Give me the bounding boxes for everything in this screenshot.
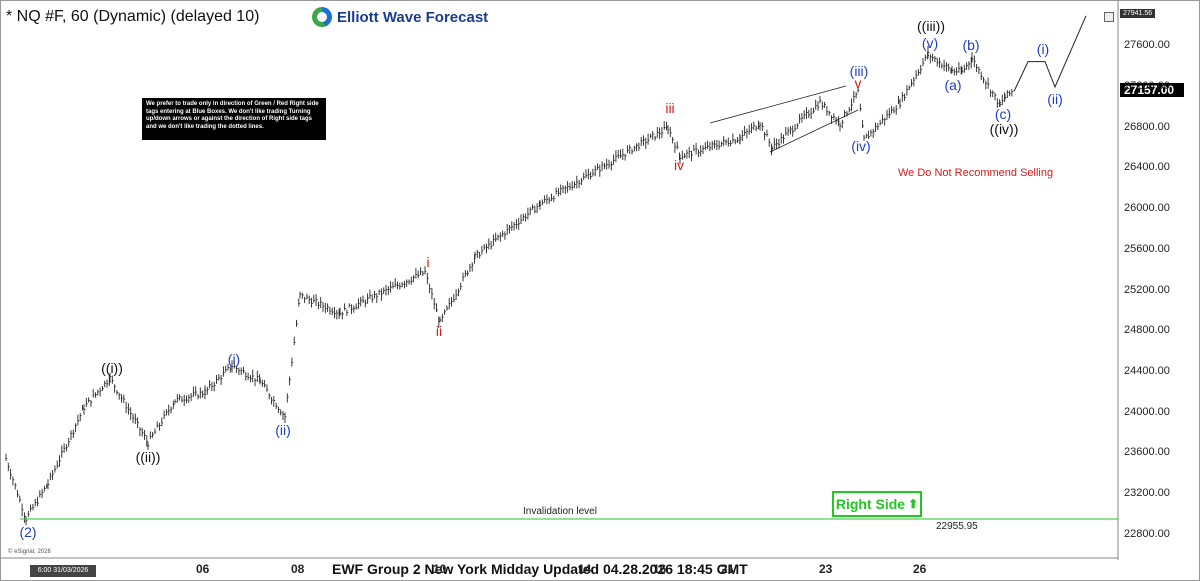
wave-label: ((ii)) — [135, 449, 161, 465]
footer-caption: EWF Group 2 New York Midday Updated 04.2… — [332, 561, 748, 577]
y-tick-label: 25600.00 — [1124, 242, 1170, 255]
logo-text: Elliott Wave Forecast — [337, 8, 489, 26]
wave-label: (iii) — [849, 63, 869, 79]
trading-note: We prefer to trade only in direction of … — [142, 98, 326, 140]
channel-lower-line — [769, 109, 859, 153]
x-tick-label: 16 — [653, 562, 667, 576]
y-tick-label: 24800.00 — [1124, 324, 1170, 337]
x-tick-label: 26 — [913, 562, 927, 576]
wave-label: iii — [665, 100, 675, 116]
wave-label: (iv) — [851, 138, 871, 154]
brand-logo: Elliott Wave Forecast — [312, 6, 488, 28]
x-tick-label: 14 — [578, 562, 592, 576]
x-tick-label: 23 — [819, 562, 833, 576]
wave-label: ii — [435, 323, 443, 339]
chart-title: * NQ #F, 60 (Dynamic) (delayed 10) — [6, 8, 260, 25]
right-side-tag: Right Side ⬆ — [832, 491, 922, 517]
wave-label: (i) — [1036, 41, 1050, 57]
date-box: 6:00 31/03/2026 — [30, 565, 96, 577]
x-tick-label: 10 — [433, 562, 447, 576]
y-tick-label: 23200.00 — [1124, 486, 1170, 499]
invalidation-label: Invalidation level — [523, 506, 597, 517]
x-tick-label: 08 — [291, 562, 305, 576]
wave-label: (i) — [227, 351, 241, 367]
logo-icon — [312, 7, 332, 27]
y-tick-label: 26800.00 — [1124, 120, 1170, 133]
y-tick-label: 24400.00 — [1124, 364, 1170, 377]
wave-label: (ii) — [275, 422, 291, 438]
wave-label: i — [426, 254, 430, 270]
settings-icon[interactable] — [1104, 12, 1114, 22]
wave-label: (2) — [19, 524, 37, 540]
wave-label: ((iv)) — [989, 121, 1019, 137]
price-top-label: 27941.56 — [1120, 9, 1156, 18]
y-tick-label: 26000.00 — [1124, 202, 1170, 215]
wave-label: v — [854, 75, 862, 91]
channel-upper-line — [709, 85, 847, 124]
y-tick-label: 22800.00 — [1124, 527, 1170, 540]
projection-path — [1013, 15, 1087, 92]
warning-text: We Do Not Recommend Selling — [898, 167, 1054, 179]
current-price-label: 27157.00 — [1120, 83, 1184, 97]
wave-label: (c) — [994, 106, 1012, 122]
up-arrow-icon: ⬆ — [908, 497, 919, 511]
y-tick-label: 27600.00 — [1124, 39, 1170, 52]
x-tick-label: 21 — [721, 562, 735, 576]
wave-label: ((iii)) — [917, 18, 945, 34]
y-tick-label: 24000.00 — [1124, 405, 1170, 418]
y-tick-label: 23600.00 — [1124, 446, 1170, 459]
price-bars — [5, 46, 1014, 526]
right-side-label: Right Side — [835, 496, 906, 512]
wave-label: (b) — [962, 37, 980, 53]
y-tick-label: 27200.00 — [1124, 80, 1170, 93]
invalidation-value: 22955.95 — [936, 521, 978, 532]
wave-label: (v) — [921, 35, 939, 51]
trendlines — [709, 85, 859, 153]
projection-line — [1013, 15, 1087, 92]
x-tick-label: 06 — [196, 562, 210, 576]
wave-label: ((i)) — [101, 360, 123, 376]
wave-label: iv — [673, 157, 685, 173]
y-tick-label: 26400.00 — [1124, 161, 1170, 174]
y-tick-label: 25200.00 — [1124, 283, 1170, 296]
copyright-text: © eSignal, 2026 — [8, 549, 51, 555]
wave-label: (a) — [944, 77, 962, 93]
wave-label: (ii) — [1047, 91, 1063, 107]
